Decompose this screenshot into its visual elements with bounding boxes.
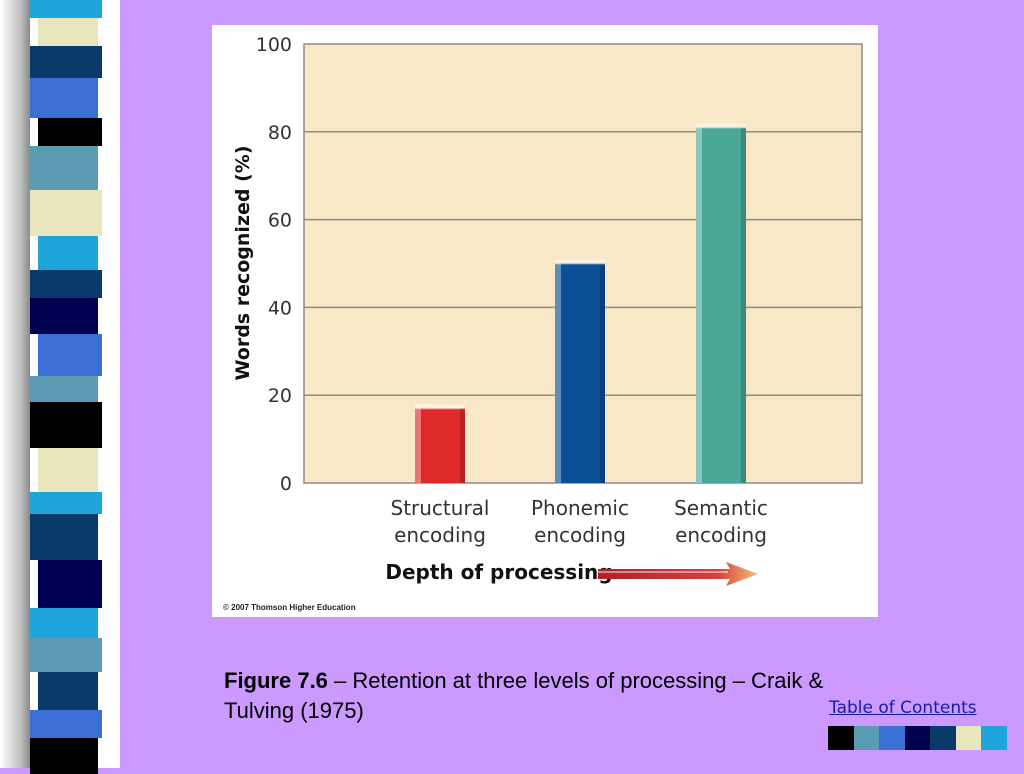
copyright-text: © 2007 Thomson Higher Education <box>223 603 356 612</box>
decorative-stripe <box>30 638 102 672</box>
y-tick-label: 20 <box>268 385 292 407</box>
y-tick-label: 80 <box>268 122 292 144</box>
bar-shadow <box>460 408 465 483</box>
decorative-stripe <box>30 402 102 448</box>
decorative-stripe <box>30 738 98 774</box>
y-tick-label: 0 <box>280 473 292 495</box>
category-label: encoding <box>534 523 626 547</box>
decorative-stripe <box>30 492 102 514</box>
decorative-stripe <box>30 710 102 738</box>
bar-highlight <box>696 127 702 483</box>
table-of-contents-link[interactable]: Table of Contents <box>829 698 977 718</box>
decorative-stripe <box>30 514 98 560</box>
decorative-stripe <box>30 78 98 118</box>
color-swatch <box>904 726 930 750</box>
x-axis-label: Depth of processing <box>385 560 612 584</box>
y-tick-label: 40 <box>268 297 292 319</box>
bar-top-bevel <box>555 259 605 265</box>
category-label: Phonemic <box>531 496 629 520</box>
figure-card: 0 20 40 60 80 100 Words recognized (%) Structur… <box>212 25 878 617</box>
decorative-stripe <box>38 118 102 146</box>
decorative-stripe <box>30 376 98 402</box>
y-axis-label: Words recognized (%) <box>232 145 254 380</box>
color-swatch <box>930 726 956 750</box>
decorative-stripe <box>38 448 98 492</box>
decorative-stripe <box>30 46 102 78</box>
bar <box>415 408 465 483</box>
decorative-stripe <box>30 298 98 334</box>
decorative-stripe <box>30 608 98 638</box>
decorative-stripe <box>38 236 98 270</box>
figure-caption-text: – Retention at three levels of processin… <box>224 668 824 723</box>
y-tick-label: 60 <box>268 210 292 232</box>
bar <box>555 263 605 483</box>
decorative-stripe <box>30 190 102 236</box>
decorative-stripe <box>38 560 102 608</box>
bar-chart: 0 20 40 60 80 100 Words recognized (%) Structur… <box>232 34 863 586</box>
bar <box>696 127 746 483</box>
color-swatch <box>828 726 854 750</box>
gray-gradient-edge <box>0 0 30 768</box>
category-label: Semantic <box>674 496 768 520</box>
decorative-stripe <box>30 146 98 190</box>
decorative-stripe <box>30 270 102 298</box>
category-label: Structural <box>391 496 490 520</box>
decorative-stripe <box>30 0 102 18</box>
color-swatch <box>879 726 905 750</box>
bar-top-bevel <box>415 404 465 410</box>
figure-label: Figure 7.6 <box>224 668 328 693</box>
bar-shadow <box>741 127 746 483</box>
color-stripes <box>30 0 102 774</box>
color-swatch <box>853 726 879 750</box>
color-swatch <box>981 726 1007 750</box>
color-swatch <box>955 726 981 750</box>
bar-highlight <box>555 263 561 483</box>
decorative-stripe <box>38 18 98 46</box>
depth-arrow <box>598 562 758 586</box>
color-swatch-bar <box>828 726 1007 750</box>
category-label: encoding <box>394 523 486 547</box>
bar-highlight <box>415 408 421 483</box>
category-label: encoding <box>675 523 767 547</box>
decorative-stripe <box>38 334 102 376</box>
bar-shadow <box>600 263 605 483</box>
figure-caption: Figure 7.6 – Retention at three levels o… <box>224 666 824 726</box>
decorative-stripe <box>38 672 98 710</box>
y-tick-label: 100 <box>256 34 292 56</box>
decorative-stripe-band <box>0 0 120 774</box>
bar-top-bevel <box>696 123 746 129</box>
